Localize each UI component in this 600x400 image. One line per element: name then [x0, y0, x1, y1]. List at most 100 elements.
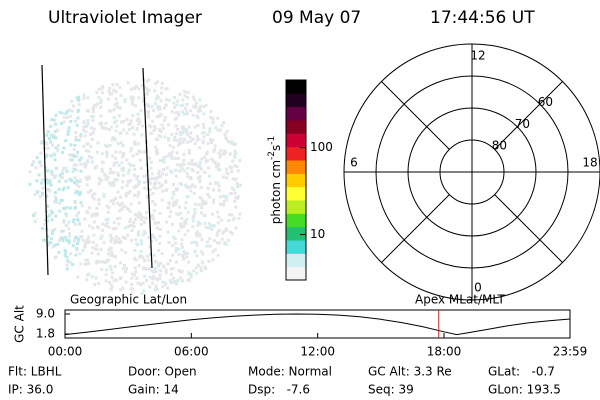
pixel: [203, 155, 207, 159]
pixel: [134, 213, 137, 217]
pixel: [86, 118, 90, 122]
pixel: [134, 270, 138, 274]
pixel: [236, 197, 240, 200]
pixel: [48, 213, 52, 217]
pixel: [40, 181, 43, 185]
pixel: [80, 229, 84, 233]
pixel: [153, 203, 157, 206]
pixel: [174, 124, 178, 128]
pixel: [212, 198, 216, 202]
pixel: [105, 268, 109, 272]
pixel: [112, 279, 116, 283]
pixel: [145, 87, 149, 91]
pixel: [137, 264, 141, 267]
pixel: [63, 254, 67, 257]
pixel: [218, 155, 222, 159]
pixel: [131, 125, 134, 129]
pixel: [65, 223, 69, 227]
pixel: [154, 284, 158, 288]
colorbar-segment: [286, 266, 306, 281]
pixel: [56, 148, 60, 151]
pixel: [122, 119, 126, 123]
pixel: [95, 261, 99, 265]
pixel: [153, 183, 157, 187]
pixel: [85, 124, 89, 128]
pixel: [155, 226, 159, 230]
pixel: [142, 230, 146, 233]
pixel: [122, 128, 126, 132]
pixel: [133, 86, 137, 90]
pixel: [120, 186, 124, 189]
pixel: [77, 95, 81, 99]
pixel: [180, 216, 184, 220]
pixel: [87, 175, 91, 179]
pixel: [171, 253, 175, 257]
pixel: [79, 169, 83, 173]
pixel: [66, 129, 70, 133]
pixel: [217, 215, 221, 219]
pixel: [238, 159, 242, 163]
pixel: [65, 238, 69, 242]
pixel: [216, 128, 220, 132]
pixel: [118, 277, 122, 281]
pixel: [73, 239, 76, 243]
pixel: [145, 279, 148, 283]
pixel: [199, 266, 203, 270]
pixel: [136, 194, 140, 198]
pixel: [89, 132, 93, 136]
pixel: [153, 89, 157, 93]
pixel: [181, 103, 185, 107]
pixel: [176, 157, 180, 160]
pixel: [97, 96, 101, 99]
pixel: [111, 202, 115, 206]
pixel: [152, 176, 156, 180]
pixel: [161, 158, 164, 162]
pixel: [199, 104, 203, 108]
pixel: [87, 190, 91, 194]
pixel: [202, 213, 206, 217]
pixel: [218, 195, 222, 199]
pixel: [107, 89, 111, 93]
pixel: [154, 145, 158, 149]
pixel: [54, 191, 57, 195]
pixel: [75, 155, 79, 158]
pixel: [73, 143, 77, 147]
pixel: [199, 167, 203, 171]
pixel: [86, 96, 90, 100]
pixel: [66, 186, 70, 190]
pixel: [120, 120, 123, 124]
pixel: [105, 221, 109, 225]
pixel: [194, 266, 198, 270]
pixel: [157, 248, 161, 252]
pixel: [154, 186, 158, 190]
pixel: [121, 144, 125, 147]
pixel: [48, 178, 52, 182]
pixel: [151, 275, 155, 279]
pixel: [216, 241, 219, 245]
pixel: [112, 108, 116, 112]
pixel: [198, 98, 202, 102]
pixel: [186, 195, 190, 198]
pixel: [72, 154, 76, 158]
pixel: [197, 220, 201, 224]
pixel: [105, 153, 109, 157]
pixel: [100, 170, 104, 174]
pixel: [168, 215, 172, 218]
pixel: [230, 186, 234, 190]
pixel: [159, 135, 163, 139]
pixel: [209, 138, 212, 142]
pixel: [62, 186, 66, 190]
pixel: [148, 252, 152, 256]
pixel: [190, 162, 194, 166]
pixel: [97, 176, 101, 180]
pixel: [49, 140, 53, 144]
pixel: [106, 252, 110, 256]
pixel: [69, 120, 73, 123]
pixel: [85, 278, 89, 282]
pixel: [213, 248, 217, 252]
pixel: [112, 162, 116, 165]
pixel: [111, 227, 115, 231]
pixel: [129, 287, 133, 291]
pixel: [74, 223, 77, 227]
pixel: [118, 203, 122, 207]
